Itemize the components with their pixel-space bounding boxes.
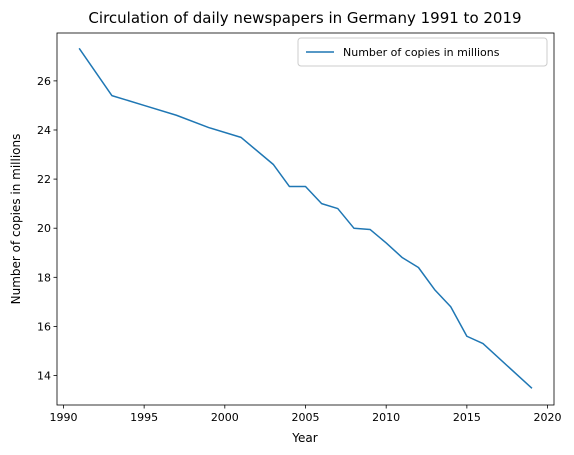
y-tick-label: 16 xyxy=(37,320,51,333)
x-tick-label: 1995 xyxy=(130,411,158,424)
y-tick-label: 22 xyxy=(37,173,51,186)
x-tick-label: 2010 xyxy=(372,411,400,424)
x-tick-label: 2015 xyxy=(453,411,481,424)
x-tick-label: 2005 xyxy=(292,411,320,424)
y-tick-label: 24 xyxy=(37,124,51,137)
x-axis-label: Year xyxy=(291,431,317,445)
y-axis-label: Number of copies in millions xyxy=(9,134,23,305)
chart-title: Circulation of daily newspapers in Germa… xyxy=(88,9,521,27)
x-tick-label: 2000 xyxy=(211,411,239,424)
y-tick-label: 26 xyxy=(37,75,51,88)
y-tick-label: 18 xyxy=(37,271,51,284)
plot-area: 1990 1995 2000 2005 2010 2015 2020 14 16 18 20 22 24… xyxy=(37,32,562,424)
legend-label: Number of copies in millions xyxy=(343,46,500,59)
y-tick-label: 14 xyxy=(37,370,51,383)
x-tick-label: 2020 xyxy=(534,411,562,424)
x-tick-label: 1990 xyxy=(49,411,77,424)
series-line-0 xyxy=(78,47,533,389)
y-tick-label: 20 xyxy=(37,222,51,235)
legend-box xyxy=(297,37,548,67)
